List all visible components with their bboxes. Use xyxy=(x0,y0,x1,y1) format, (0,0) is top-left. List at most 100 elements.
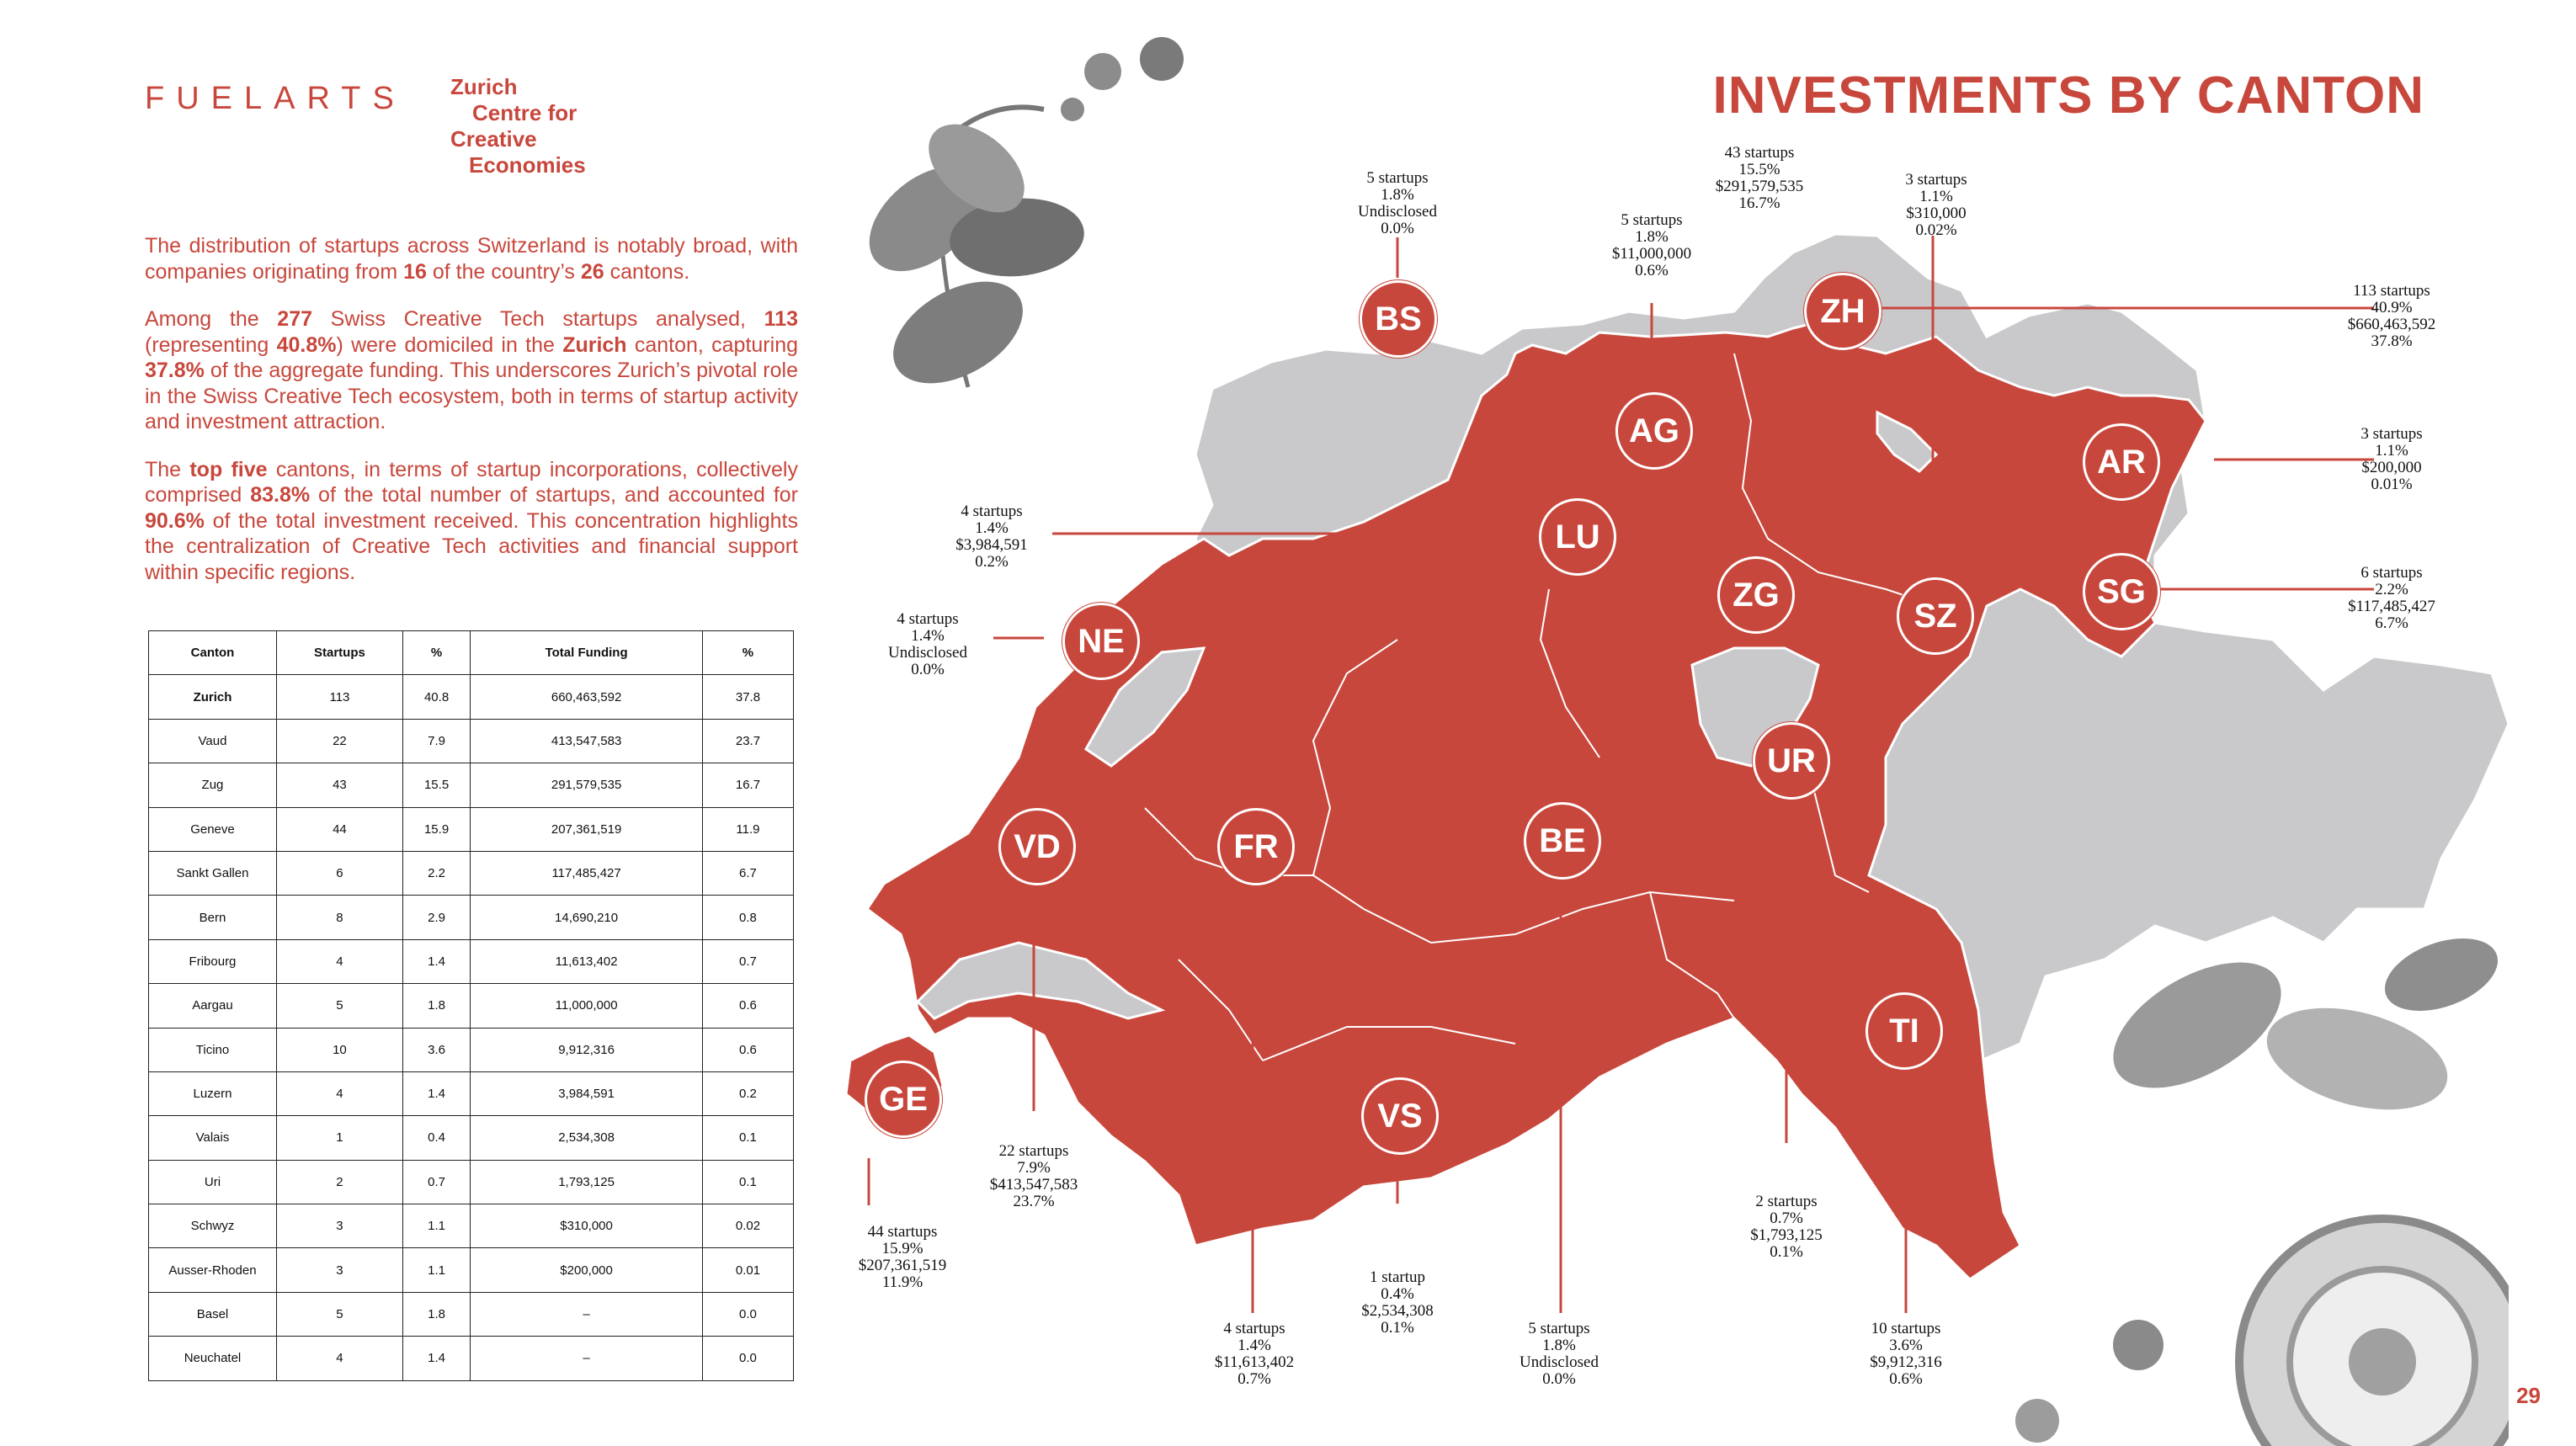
cell-canton: Neuchatel xyxy=(148,1336,277,1381)
canton-stats-be: 5 startups 1.8% Undisclosed 0.0% xyxy=(1520,1320,1599,1388)
cell-funding-pct: 0.8 xyxy=(701,895,795,940)
table-row: Zurich 113 40.8 660,463,592 37.8 xyxy=(148,674,795,720)
cell-canton: Bern xyxy=(148,895,277,940)
cell-startups-pct: 0.4 xyxy=(402,1115,471,1161)
canton-bubble-ge[interactable]: GE xyxy=(865,1061,942,1138)
cell-canton: Ausser-Rhoden xyxy=(148,1247,277,1293)
lake-neuchatel xyxy=(1084,646,1206,768)
canton-stats-bs: 5 startups 1.8% Undisclosed 0.0% xyxy=(1358,169,1437,237)
cell-startups: 5 xyxy=(275,983,403,1029)
canton-stats-ne: 4 startups 1.4% Undisclosed 0.0% xyxy=(888,610,967,678)
canton-stats-vd: 22 startups 7.9% $413,547,583 23.7% xyxy=(989,1142,1078,1210)
cell-canton: Luzern xyxy=(148,1071,277,1117)
cell-startups: 22 xyxy=(275,718,403,764)
canton-table: Canton Startups % Total Funding % Zurich… xyxy=(148,630,795,1381)
table-row: Luzern 4 1.4 3,984,591 0.2 xyxy=(148,1071,795,1117)
table-row: Schwyz 3 1.1 $310,000 0.02 xyxy=(148,1204,795,1249)
cell-total-funding: 11,613,402 xyxy=(470,938,703,985)
canton-bubble-fr[interactable]: FR xyxy=(1217,808,1295,885)
cell-startups: 44 xyxy=(275,806,403,852)
canton-bubble-ti[interactable]: TI xyxy=(1865,992,1943,1070)
canton-stats-ur: 2 startups 0.7% $1,793,125 0.1% xyxy=(1750,1193,1823,1261)
fuelarts-logo: FUELARTS xyxy=(145,81,406,116)
table-row: Neuchatel 4 1.4–0.0 xyxy=(148,1336,795,1381)
cell-startups: 8 xyxy=(275,895,403,940)
canton-bubble-bs[interactable]: BS xyxy=(1360,280,1437,358)
cell-startups-pct: 0.7 xyxy=(402,1159,471,1205)
cell-startups-pct: 1.4 xyxy=(402,1336,471,1381)
cell-total-funding: $310,000 xyxy=(470,1204,703,1249)
zccce-line-2: Centre for xyxy=(472,100,577,125)
cell-canton: Aargau xyxy=(148,983,277,1029)
canton-bubble-vs[interactable]: VS xyxy=(1361,1077,1439,1155)
canton-bubble-vd[interactable]: VD xyxy=(998,808,1076,885)
cell-startups: 5 xyxy=(275,1291,403,1337)
cell-canton: Vaud xyxy=(148,718,277,764)
cell-canton: Sankt Gallen xyxy=(148,850,277,896)
cell-startups-pct: 15.5 xyxy=(402,763,471,808)
cell-total-funding: – xyxy=(470,1291,703,1337)
table-row: Geneve 44 15.9 207,361,519 11.9 xyxy=(148,806,795,852)
cell-canton: Ticino xyxy=(148,1027,277,1072)
zccce-line-1: Zurich xyxy=(450,74,518,99)
cell-funding-pct: 0.6 xyxy=(701,983,795,1029)
canton-bubble-lu[interactable]: LU xyxy=(1539,498,1616,576)
canton-stats-ge: 44 startups 15.9% $207,361,519 11.9% xyxy=(858,1223,947,1291)
cell-funding-pct: 37.8 xyxy=(701,674,795,720)
cell-total-funding: 9,912,316 xyxy=(470,1027,703,1072)
table-row: Basel 5 1.8–0.0 xyxy=(148,1291,795,1337)
cell-startups: 3 xyxy=(275,1247,403,1293)
canton-bubble-ne[interactable]: NE xyxy=(1062,603,1140,680)
canton-bubble-be[interactable]: BE xyxy=(1524,802,1601,880)
cell-startups-pct: 15.9 xyxy=(402,806,471,852)
canton-bubble-zh[interactable]: ZH xyxy=(1804,273,1881,350)
canton-stats-vs: 1 startup 0.4% $2,534,308 0.1% xyxy=(1361,1268,1434,1337)
cell-funding-pct: 0.01 xyxy=(701,1247,795,1293)
canton-stats-zg: 43 startups 15.5% $291,579,535 16.7% xyxy=(1715,144,1804,212)
canton-bubble-ag[interactable]: AG xyxy=(1615,392,1693,470)
canton-stats-ar: 3 startups 1.1% $200,000 0.01% xyxy=(2360,425,2423,493)
cell-total-funding: 1,793,125 xyxy=(470,1159,703,1205)
cell-startups: 10 xyxy=(275,1027,403,1072)
canton-stats-ti: 10 startups 3.6% $9,912,316 0.6% xyxy=(1870,1320,1942,1388)
header-startups-pct: % xyxy=(402,630,471,676)
canton-bubble-sg[interactable]: SG xyxy=(2083,553,2160,630)
header-funding-pct: % xyxy=(701,630,795,676)
canton-bubble-ur[interactable]: UR xyxy=(1753,722,1830,800)
cell-total-funding: 117,485,427 xyxy=(470,850,703,896)
canton-stats-lu: 4 startups 1.4% $3,984,591 0.2% xyxy=(955,502,1028,571)
cell-canton: Basel xyxy=(148,1291,277,1337)
canton-stats-sg: 6 startups 2.2% $117,485,427 6.7% xyxy=(2348,564,2435,632)
cell-total-funding: – xyxy=(470,1336,703,1381)
table-row: Aargau 5 1.8 11,000,000 0.6 xyxy=(148,983,795,1029)
cell-startups: 4 xyxy=(275,1336,403,1381)
leader-lines xyxy=(867,236,2374,1313)
cell-startups: 6 xyxy=(275,850,403,896)
cell-canton: Uri xyxy=(148,1159,277,1205)
canton-bubble-sz[interactable]: SZ xyxy=(1897,577,1974,655)
canton-stats-sz: 3 startups 1.1% $310,000 0.02% xyxy=(1905,171,1967,239)
cell-funding-pct: 6.7 xyxy=(701,850,795,896)
zccce-line-4: Economies xyxy=(469,152,586,178)
intro-paragraph-2: Among the 277 Swiss Creative Tech startu… xyxy=(145,307,799,433)
table-row: Zug 43 15.5 291,579,535 16.7 xyxy=(148,763,795,808)
canton-bubble-ar[interactable]: AR xyxy=(2083,423,2160,501)
cell-funding-pct: 0.0 xyxy=(701,1336,795,1381)
cell-total-funding: 2,534,308 xyxy=(470,1115,703,1161)
table-row: Sankt Gallen 6 2.2 117,485,427 6.7 xyxy=(148,850,795,896)
canton-bubble-zg[interactable]: ZG xyxy=(1717,556,1795,634)
canton-stats-zh: 113 startups 40.9% $660,463,592 37.8% xyxy=(2347,282,2436,350)
cell-startups: 43 xyxy=(275,763,403,808)
zccce-line-3: Creative xyxy=(450,126,537,152)
table-row: Valais 1 0.4 2,534,308 0.1 xyxy=(148,1115,795,1161)
intro-paragraph-1: The distribution of startups across Swit… xyxy=(145,234,798,284)
cell-startups-pct: 3.6 xyxy=(402,1027,471,1072)
canton-stats-ag: 5 startups 1.8% $11,000,000 0.6% xyxy=(1611,211,1692,279)
table-row: Ticino 10 3.6 9,912,316 0.6 xyxy=(148,1027,795,1072)
cell-startups-pct: 1.4 xyxy=(402,938,471,985)
zccce-logo: Zurich Centre for Creative Economies xyxy=(450,74,586,178)
header-canton: Canton xyxy=(148,630,277,676)
gears-plant-illustration-icon xyxy=(2015,938,2509,1446)
cell-startups-pct: 2.9 xyxy=(402,895,471,940)
